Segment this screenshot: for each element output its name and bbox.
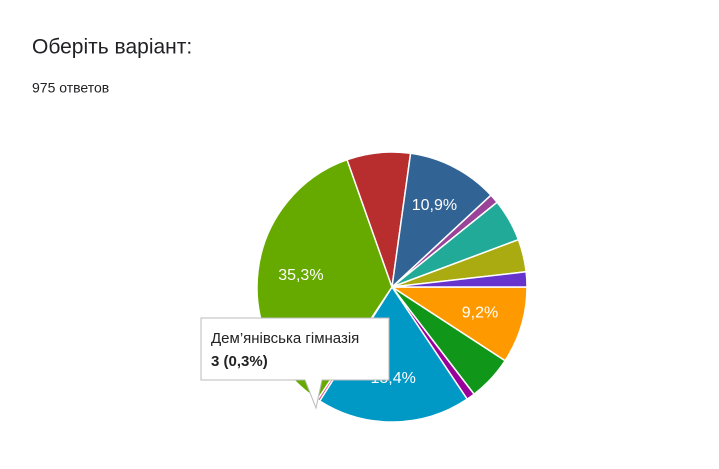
response-count: 975 ответов xyxy=(32,80,109,96)
pie-slice xyxy=(391,270,528,288)
pie-slice xyxy=(389,286,528,362)
tooltip-box xyxy=(200,317,390,410)
tooltip-label: Дем’янівська гімназія xyxy=(211,330,359,347)
pie: 9,2%18,4%35,3%10,9% xyxy=(256,151,528,423)
tooltip-value: 3 (0,3%) xyxy=(211,353,268,370)
slice-label: 10,9% xyxy=(412,197,457,214)
slice-label: 35,3% xyxy=(278,267,323,284)
slice-label: 9,2% xyxy=(462,304,498,321)
pie-slice xyxy=(318,285,469,423)
tooltip: Дем’янівська гімназія 3 (0,3%) xyxy=(200,317,390,410)
title: Оберіть варіант: xyxy=(32,36,192,59)
pie-slice xyxy=(390,152,493,289)
